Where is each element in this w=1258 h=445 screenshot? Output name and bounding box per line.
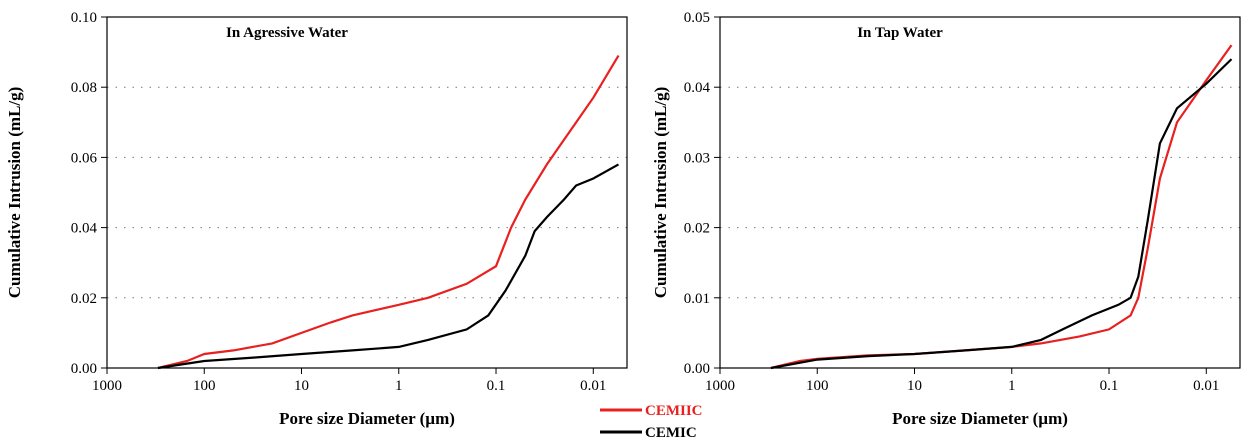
y-axis-label: Cumulative Intrusion (mL/g) (651, 87, 670, 299)
x-axis-label: Pore size Diameter (µm) (279, 409, 455, 428)
x-tick-label: 1 (1008, 378, 1016, 394)
x-tick-label: 0.01 (1193, 378, 1219, 394)
series-line (770, 44, 1233, 370)
legend-label: CEMIC (645, 425, 697, 441)
y-tick-label: 0.08 (71, 80, 97, 96)
y-tick-label: 0.05 (684, 10, 710, 26)
x-tick-label: 100 (806, 378, 829, 394)
legend-label: CEMIIC (645, 403, 703, 419)
series-line (770, 58, 1233, 370)
x-tick-label: 10 (294, 378, 309, 394)
chart-title: In Tap Water (857, 25, 943, 41)
x-tick-label: 100 (193, 378, 216, 394)
x-tick-label: 1000 (92, 378, 122, 394)
y-tick-label: 0.00 (71, 361, 97, 377)
x-tick-label: 0.1 (487, 378, 506, 394)
y-tick-label: 0.01 (684, 291, 710, 307)
x-tick-label: 1 (395, 378, 403, 394)
x-tick-label: 10 (907, 378, 922, 394)
plot-frame (106, 16, 628, 369)
x-tick-label: 0.1 (1100, 378, 1119, 394)
y-tick-label: 0.02 (71, 291, 97, 307)
y-tick-label: 0.10 (71, 10, 97, 26)
y-tick-label: 0.04 (684, 80, 711, 96)
y-axis-label: Cumulative Intrusion (mL/g) (5, 87, 24, 299)
plot-frame (719, 16, 1241, 369)
y-tick-label: 0.02 (684, 221, 710, 237)
y-tick-label: 0.04 (71, 221, 98, 237)
y-tick-label: 0.03 (684, 150, 710, 166)
x-tick-label: 1000 (705, 378, 735, 394)
series-line (157, 55, 620, 370)
x-axis-label: Pore size Diameter (µm) (892, 409, 1068, 428)
series-line (157, 163, 620, 370)
y-tick-label: 0.00 (684, 361, 710, 377)
y-tick-label: 0.06 (71, 150, 98, 166)
x-tick-label: 0.01 (580, 378, 606, 394)
chart-title: In Agressive Water (226, 25, 348, 41)
